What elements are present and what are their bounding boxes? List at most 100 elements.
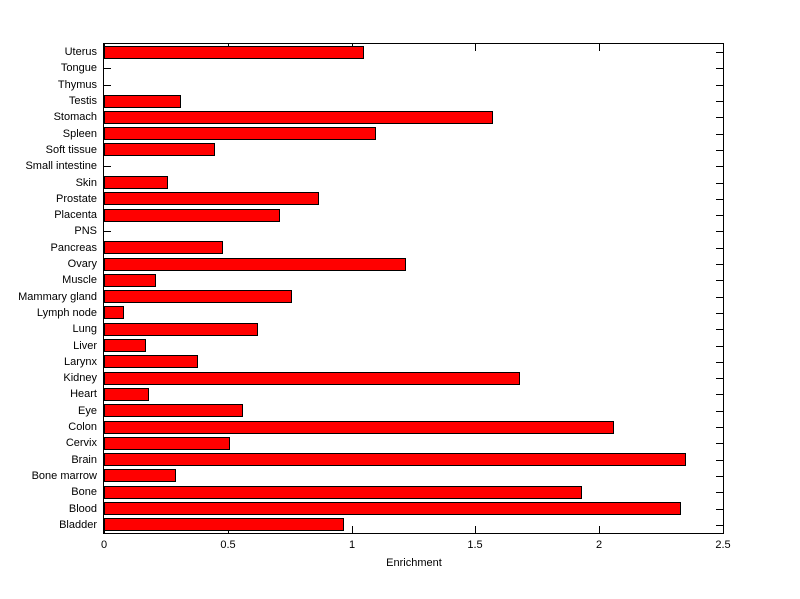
y-tick-mark [716,443,723,444]
bar-bladder [104,518,344,531]
y-tick-label-tongue: Tongue [60,62,97,74]
y-tick-label-lymph-node: Lymph node [36,307,97,319]
y-tick-mark [716,427,723,428]
bar-bone [104,486,582,499]
bar-spleen [104,127,376,140]
y-tick-mark [716,199,723,200]
y-tick-mark [716,248,723,249]
y-tick-label-mammary-gland: Mammary gland [18,291,97,303]
y-tick-label-prostate: Prostate [56,193,97,205]
y-tick-label-bone-marrow: Bone marrow [31,470,97,482]
y-tick-label-bone: Bone [71,486,97,498]
y-tick-mark [716,150,723,151]
x-axis-label: Enrichment [386,557,442,569]
y-tick-mark [716,166,723,167]
y-tick-mark [716,394,723,395]
bar-soft-tissue [104,143,215,156]
y-tick-mark [104,166,111,167]
x-tick-mark [475,44,476,51]
y-tick-mark [716,460,723,461]
y-tick-label-placenta: Placenta [54,209,97,221]
y-tick-mark [716,346,723,347]
y-tick-mark [716,525,723,526]
y-tick-mark [104,68,111,69]
y-tick-label-stomach: Stomach [53,111,97,123]
y-tick-label-brain: Brain [71,454,97,466]
bar-pancreas [104,241,223,254]
y-tick-mark [716,378,723,379]
bar-cervix [104,437,230,450]
y-tick-label-blood: Blood [68,503,97,515]
bar-heart [104,388,149,401]
y-tick-label-ovary: Ovary [67,258,97,270]
y-tick-label-spleen: Spleen [62,128,97,140]
y-tick-mark [716,297,723,298]
y-tick-label-small-intestine: Small intestine [25,160,97,172]
y-tick-mark [104,231,111,232]
y-tick-label-liver: Liver [73,340,97,352]
y-tick-mark [716,134,723,135]
y-tick-label-bladder: Bladder [59,519,97,531]
x-tick-mark [723,526,724,533]
y-tick-mark [716,183,723,184]
bar-liver [104,339,146,352]
bar-larynx [104,355,198,368]
y-tick-mark [716,231,723,232]
y-tick-mark [716,329,723,330]
bar-brain [104,453,686,466]
x-tick-label-1: 1 [348,539,356,551]
bar-mammary-gland [104,290,292,303]
y-tick-mark [716,509,723,510]
y-tick-mark [716,85,723,86]
plot-area [103,43,724,534]
x-tick-mark [352,526,353,533]
bar-blood [104,502,681,515]
y-tick-mark [716,264,723,265]
bar-lymph-node [104,306,124,319]
y-tick-label-kidney: Kidney [63,372,97,384]
y-tick-mark [716,68,723,69]
y-tick-label-pns: PNS [74,225,97,237]
y-tick-mark [716,362,723,363]
y-tick-label-pancreas: Pancreas [50,242,97,254]
y-tick-mark [716,492,723,493]
bar-uterus [104,46,364,59]
x-tick-mark [475,526,476,533]
y-tick-label-thymus: Thymus [57,79,97,91]
bar-testis [104,95,181,108]
y-tick-label-cervix: Cervix [65,437,97,449]
y-tick-label-skin: Skin [75,177,97,189]
y-tick-mark [716,117,723,118]
y-tick-mark [716,411,723,412]
y-tick-label-eye: Eye [78,405,97,417]
bar-colon [104,421,614,434]
y-tick-mark [716,215,723,216]
x-tick-label-2-5: 2.5 [715,539,731,551]
x-tick-mark [599,44,600,51]
bar-skin [104,176,168,189]
y-tick-mark [716,313,723,314]
x-tick-label-2: 2 [595,539,603,551]
x-tick-label-1-5: 1.5 [467,539,483,551]
x-tick-label-0: 0 [100,539,108,551]
bar-stomach [104,111,493,124]
y-tick-label-colon: Colon [68,421,97,433]
y-tick-label-lung: Lung [72,323,97,335]
y-tick-mark [716,476,723,477]
y-tick-mark [716,280,723,281]
y-tick-label-soft-tissue: Soft tissue [45,144,97,156]
bar-muscle [104,274,156,287]
x-tick-mark [599,526,600,533]
bar-ovary [104,258,406,271]
y-tick-mark [716,52,723,53]
bar-prostate [104,192,319,205]
bar-bone-marrow [104,469,176,482]
y-tick-mark [104,85,111,86]
y-tick-label-larynx: Larynx [63,356,97,368]
x-tick-mark [723,44,724,51]
y-tick-label-heart: Heart [70,388,97,400]
x-tick-label-0-5: 0.5 [220,539,236,551]
bar-lung [104,323,258,336]
bar-kidney [104,372,520,385]
